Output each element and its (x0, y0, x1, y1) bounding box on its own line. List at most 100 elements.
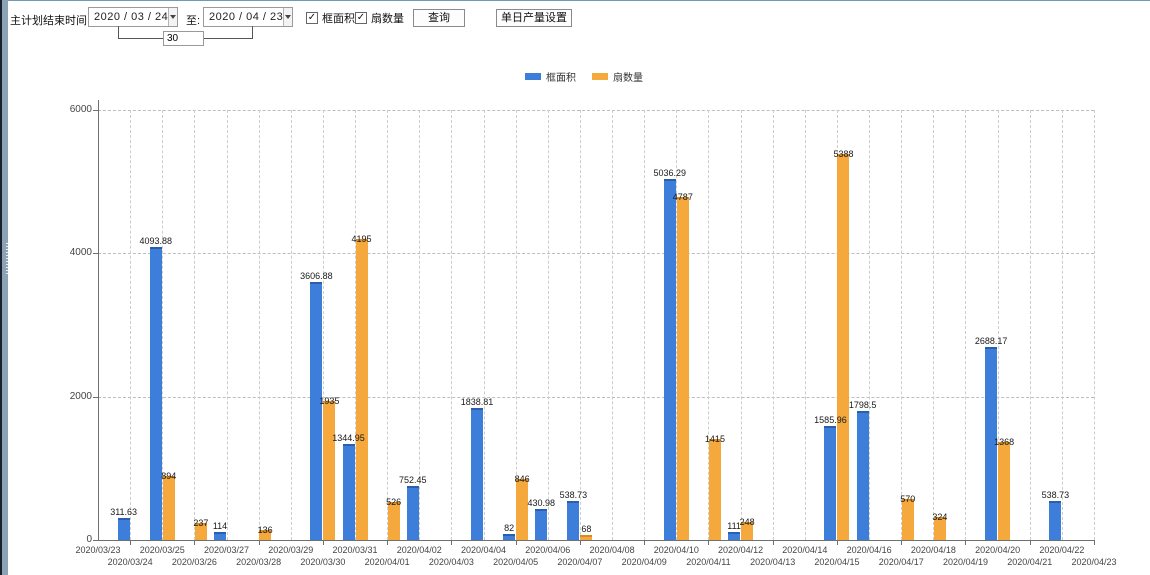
gridline-vertical (130, 110, 132, 540)
x-axis-date-label: 2020/04/09 (621, 557, 667, 567)
fan-count-legend-label: 扇数量 (613, 73, 643, 84)
date-to-value: 2020 / 04 / 23 (209, 11, 284, 23)
bar-frame-area-2020/04/12 (728, 532, 741, 540)
gridline-vertical (965, 110, 967, 540)
splitter-handle-dots (6, 243, 8, 275)
date-to-dropdown-button[interactable] (283, 8, 292, 26)
bar-frame-area-2020/03/31 (342, 443, 355, 540)
fan-count-swatch (592, 73, 608, 80)
bar-fan-count-2020/04/05 (516, 479, 529, 540)
gridline-vertical (644, 110, 646, 540)
bar-value-label: 3606.88 (300, 270, 333, 281)
query-button[interactable]: 查询 (413, 9, 465, 27)
x-axis-tick (451, 540, 453, 545)
gridline-vertical (515, 110, 517, 540)
bar-value-label: 248 (739, 517, 755, 528)
bar-frame-area-2020/04/04 (471, 408, 484, 540)
bar-frame-area-2020/04/16 (856, 411, 869, 540)
x-axis-line (98, 540, 1095, 541)
bar-frame-area-2020/04/05 (503, 534, 516, 540)
x-axis-date-label: 2020/04/22 (1039, 545, 1085, 555)
x-axis-date-label: 2020/04/15 (814, 557, 860, 567)
gridline-vertical (419, 110, 421, 540)
chart-legend: 框面积 扇数量 (525, 69, 643, 84)
legend-item-frame-area: 框面积 (525, 69, 576, 84)
bar-value-label: 111 (727, 521, 741, 532)
x-axis-date-label: 2020/04/17 (878, 557, 924, 567)
x-axis-date-label: 2020/03/29 (268, 545, 314, 555)
x-axis-date-label: 2020/03/28 (236, 557, 282, 567)
bar-value-label: 114 (212, 520, 228, 531)
y-axis-label: 4000 (69, 247, 92, 259)
gridline-vertical (772, 110, 774, 540)
fan-count-checkbox-label: 扇数量 (371, 13, 404, 25)
gridline-vertical (451, 110, 453, 540)
gridline-vertical (804, 110, 806, 540)
gridline-vertical (1094, 110, 1095, 540)
fan-count-checkbox[interactable]: ✓ (355, 12, 367, 24)
fan-count-checkbox-row[interactable]: ✓ 扇数量 (355, 10, 404, 26)
bar-fan-count-2020/04/20 (998, 441, 1011, 540)
x-axis-date-label: 2020/03/24 (107, 557, 153, 567)
y-axis-label: 0 (86, 534, 92, 545)
bar-value-label: 4195 (351, 234, 372, 245)
x-axis-date-label: 2020/04/10 (653, 545, 699, 555)
bar-frame-area-2020/03/24 (117, 517, 130, 540)
bar-value-label: 82 (504, 523, 515, 534)
x-axis-tick (258, 540, 260, 545)
x-axis-date-label: 2020/03/23 (75, 545, 121, 555)
chevron-down-icon (170, 15, 177, 19)
date-from-picker[interactable]: 2020 / 03 / 24 (88, 7, 178, 27)
bar-value-label: 538.73 (1041, 490, 1070, 501)
x-axis-date-label: 2020/04/21 (1007, 557, 1053, 567)
x-axis-date-label: 2020/04/08 (589, 545, 635, 555)
y-axis-tick (93, 253, 98, 255)
bar-value-label: 4093.88 (139, 235, 173, 246)
x-axis-date-label: 2020/03/25 (139, 545, 185, 555)
bar-frame-area-2020/03/30 (310, 281, 323, 540)
interval-days-input[interactable] (163, 31, 204, 46)
gridline-vertical (933, 110, 935, 540)
bar-value-label: 311.63 (110, 506, 138, 517)
x-axis-date-label: 2020/04/01 (364, 557, 410, 567)
bar-frame-area-2020/04/10 (663, 179, 676, 540)
bar-fan-count-2020/03/26 (194, 523, 207, 540)
bar-value-label: 846 (514, 474, 530, 485)
bar-value-label: 324 (932, 511, 948, 522)
frame-area-checkbox-row[interactable]: ✓ 框面积 (306, 10, 355, 26)
y-axis-tick (93, 396, 98, 398)
bar-value-label: 1415 (704, 433, 725, 444)
gridline-vertical (226, 110, 228, 540)
bar-fan-count-2020/04/11 (708, 438, 721, 540)
gridline-horizontal (98, 110, 1094, 111)
daily-output-settings-button[interactable]: 单日产量设置 (496, 9, 572, 27)
bar-value-label: 430.98 (527, 498, 556, 509)
gridline-vertical (708, 110, 710, 540)
gridline-vertical (547, 110, 549, 540)
bar-frame-area-2020/04/06 (535, 509, 548, 540)
date-to-picker[interactable]: 2020 / 04 / 23 (203, 7, 293, 27)
bar-frame-area-2020/04/22 (1049, 501, 1062, 540)
y-axis-label: 2000 (69, 390, 92, 402)
gridline-horizontal (98, 253, 1094, 255)
chevron-down-icon (285, 15, 292, 19)
y-axis-tick (93, 110, 98, 111)
x-axis-date-label: 2020/04/13 (750, 557, 796, 567)
date-from-dropdown-button[interactable] (168, 8, 177, 26)
gridline-vertical (322, 110, 324, 540)
bar-value-label: 1585.96 (814, 415, 847, 426)
x-axis-date-label: 2020/04/18 (910, 545, 956, 555)
bar-value-label: 1935 (319, 396, 340, 407)
frame-area-checkbox[interactable]: ✓ (306, 12, 318, 24)
bar-frame-area-2020/03/27 (214, 531, 227, 540)
x-axis-tick (836, 540, 838, 545)
left-panel-splitter[interactable] (2, 0, 8, 575)
x-axis-tick (194, 540, 196, 545)
bar-value-label: 526 (386, 497, 402, 508)
frame-area-checkbox-label: 框面积 (322, 13, 355, 25)
bar-fan-count-2020/03/31 (355, 239, 368, 540)
bar-value-label: 2688.17 (974, 336, 1008, 347)
x-axis-date-label: 2020/04/20 (975, 545, 1021, 555)
x-axis-tick (387, 540, 389, 545)
